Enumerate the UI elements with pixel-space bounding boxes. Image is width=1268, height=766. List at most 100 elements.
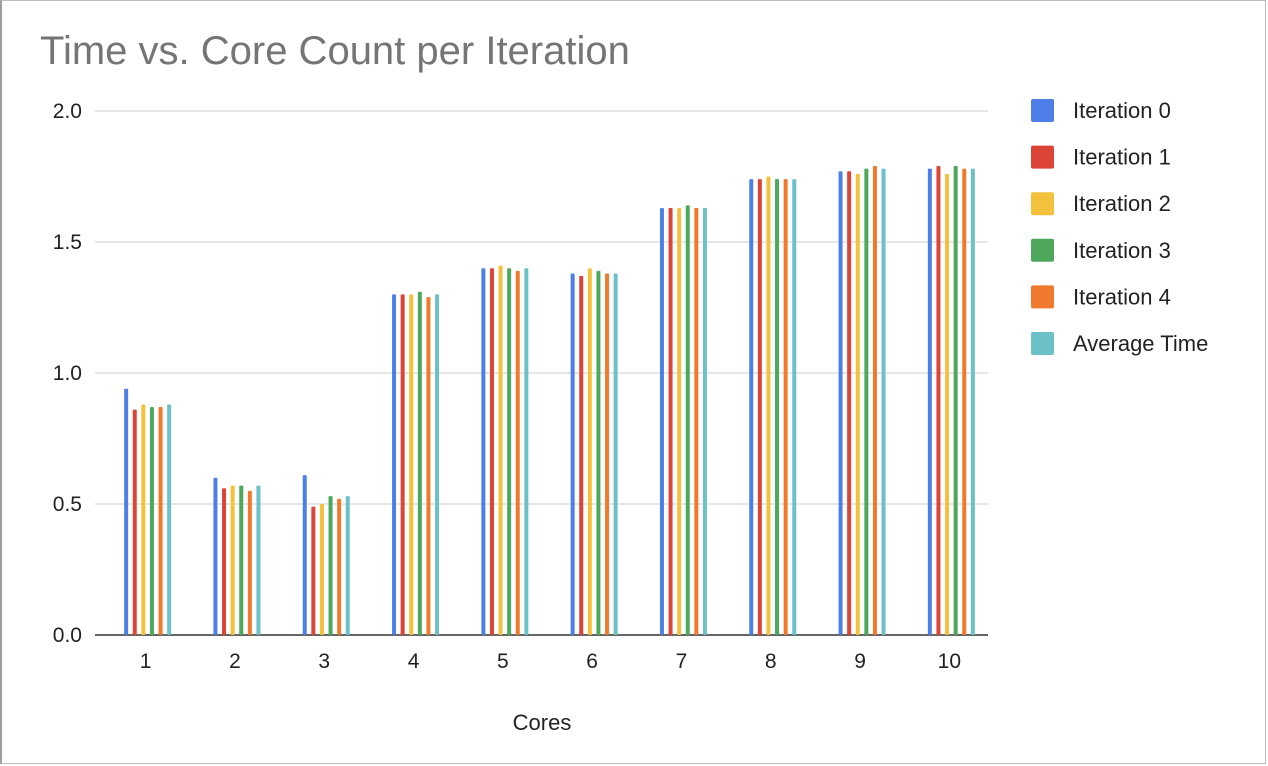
x-tick-labels: 1 2 3 4 5 6 7 8 9 10 xyxy=(140,650,961,673)
bars xyxy=(124,166,975,635)
bar xyxy=(392,294,397,635)
bar xyxy=(694,207,699,635)
bar xyxy=(345,496,350,635)
bar xyxy=(417,291,422,635)
legend-item: Average Time xyxy=(1031,331,1208,356)
bar xyxy=(222,488,227,635)
y-tick-label: 0.5 xyxy=(53,493,82,516)
bar xyxy=(507,268,512,635)
legend-label: Average Time xyxy=(1073,331,1208,356)
bar xyxy=(230,485,235,635)
bar xyxy=(141,404,146,635)
bar xyxy=(256,485,261,635)
bar xyxy=(953,166,958,635)
bar xyxy=(319,504,324,635)
bar xyxy=(498,265,503,635)
x-tick-label: 8 xyxy=(765,650,777,673)
y-tick-label: 0.0 xyxy=(53,624,82,647)
x-tick-label: 10 xyxy=(938,650,961,673)
legend-swatch xyxy=(1031,99,1054,122)
bar xyxy=(579,276,584,635)
legend-item: Iteration 4 xyxy=(1031,284,1171,309)
bar xyxy=(489,268,494,635)
bar xyxy=(855,173,860,635)
bar xyxy=(596,270,601,635)
bar xyxy=(792,179,797,635)
bar xyxy=(149,407,154,635)
legend-label: Iteration 2 xyxy=(1073,191,1171,216)
legend-item: Iteration 2 xyxy=(1031,191,1171,216)
x-tick-label: 1 xyxy=(140,650,152,673)
x-tick-label: 2 xyxy=(229,650,241,673)
y-tick-label: 2.0 xyxy=(53,100,82,123)
x-tick-label: 3 xyxy=(318,650,330,673)
bar xyxy=(124,388,129,635)
bar xyxy=(783,179,788,635)
y-tick-labels: 0.0 0.5 1.0 1.5 2.0 xyxy=(53,100,82,647)
legend-label: Iteration 0 xyxy=(1073,98,1171,123)
bar xyxy=(167,404,172,635)
legend-label: Iteration 1 xyxy=(1073,145,1171,170)
bar xyxy=(524,268,529,635)
bar xyxy=(847,171,852,635)
bar xyxy=(766,176,771,635)
legend-item: Iteration 3 xyxy=(1031,238,1171,263)
bar xyxy=(435,294,440,635)
bar xyxy=(213,477,218,635)
bar xyxy=(702,207,707,635)
legend-item: Iteration 0 xyxy=(1031,98,1171,123)
bar xyxy=(400,294,405,635)
bar xyxy=(426,297,431,635)
bar xyxy=(970,168,975,635)
bar xyxy=(864,168,869,635)
bar xyxy=(757,179,762,635)
bar xyxy=(570,273,575,635)
bar xyxy=(927,168,932,635)
bar xyxy=(328,496,333,635)
bar xyxy=(775,179,780,635)
bar xyxy=(515,270,520,635)
bar xyxy=(881,168,886,635)
bar xyxy=(239,485,244,635)
x-tick-label: 6 xyxy=(586,650,598,673)
bar xyxy=(677,207,682,635)
y-tick-label: 1.0 xyxy=(53,362,82,385)
bar xyxy=(838,171,843,635)
legend-item: Iteration 1 xyxy=(1031,145,1171,170)
bar xyxy=(311,506,316,635)
chart-title: Time vs. Core Count per Iteration xyxy=(40,29,630,73)
legend-swatch xyxy=(1031,285,1054,309)
legend-swatch xyxy=(1031,192,1054,216)
bar xyxy=(302,475,307,635)
legend-swatch xyxy=(1031,145,1054,169)
bar xyxy=(158,407,163,635)
bar xyxy=(481,268,486,635)
legend: Iteration 0 Iteration 1 Iteration 2 Iterati… xyxy=(1031,98,1208,356)
x-tick-label: 4 xyxy=(408,650,420,673)
bar xyxy=(749,179,754,635)
bar xyxy=(872,166,877,635)
x-tick-label: 9 xyxy=(854,650,866,673)
gridlines xyxy=(95,110,988,636)
bar xyxy=(613,273,618,635)
bar xyxy=(659,207,664,635)
bar xyxy=(247,490,252,635)
x-tick-label: 5 xyxy=(497,650,509,673)
legend-swatch xyxy=(1031,332,1054,355)
bar xyxy=(587,268,592,635)
legend-label: Iteration 4 xyxy=(1073,284,1171,309)
legend-swatch xyxy=(1031,238,1054,262)
bar xyxy=(132,409,137,635)
bar xyxy=(936,166,941,635)
x-tick-label: 7 xyxy=(676,650,688,673)
bar xyxy=(685,205,690,635)
bar xyxy=(945,173,950,635)
legend-label: Iteration 3 xyxy=(1073,238,1171,263)
bar xyxy=(337,498,342,635)
bar xyxy=(668,207,673,635)
y-tick-label: 1.5 xyxy=(53,231,82,254)
bar xyxy=(962,168,967,635)
x-axis-label: Cores xyxy=(513,710,572,735)
